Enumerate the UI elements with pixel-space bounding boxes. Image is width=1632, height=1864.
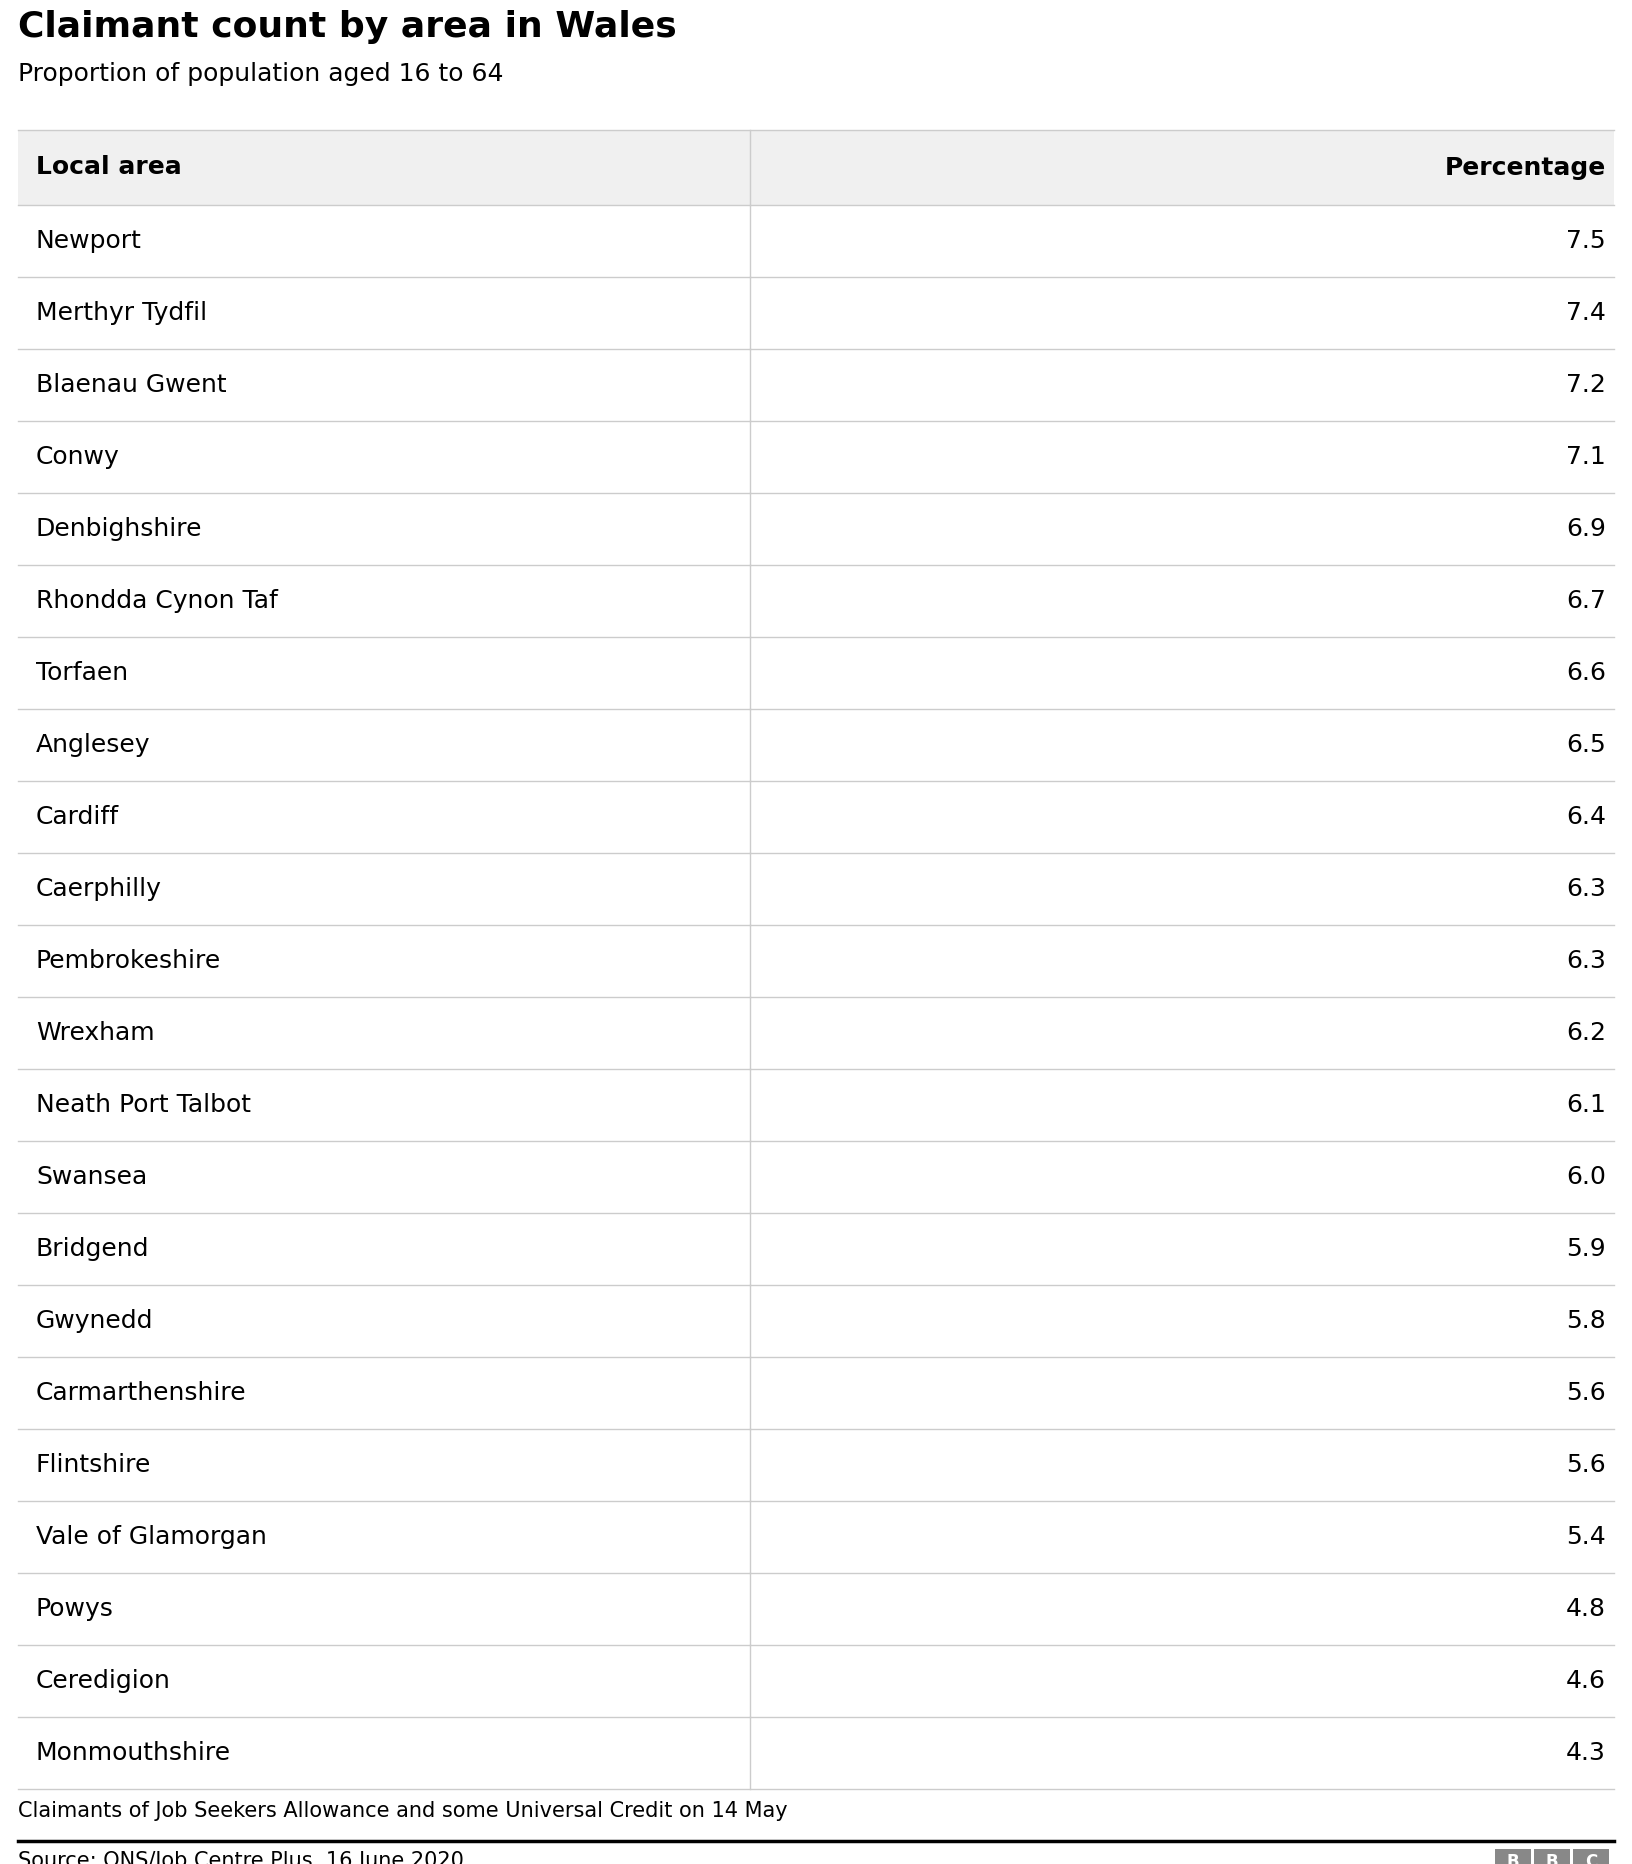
Text: Carmarthenshire: Carmarthenshire bbox=[36, 1381, 246, 1405]
Text: 7.1: 7.1 bbox=[1567, 445, 1606, 470]
Bar bbox=[1534, 1849, 1570, 1864]
Text: Neath Port Talbot: Neath Port Talbot bbox=[36, 1092, 251, 1117]
Text: 6.7: 6.7 bbox=[1567, 589, 1606, 613]
Text: Proportion of population aged 16 to 64: Proportion of population aged 16 to 64 bbox=[18, 62, 504, 86]
Text: Blaenau Gwent: Blaenau Gwent bbox=[36, 373, 227, 397]
Text: Claimants of Job Seekers Allowance and some Universal Credit on 14 May: Claimants of Job Seekers Allowance and s… bbox=[18, 1801, 788, 1821]
Text: Rhondda Cynon Taf: Rhondda Cynon Taf bbox=[36, 589, 277, 613]
Text: Anglesey: Anglesey bbox=[36, 733, 150, 757]
Text: 6.2: 6.2 bbox=[1567, 1021, 1606, 1046]
Text: 4.3: 4.3 bbox=[1567, 1741, 1606, 1765]
Text: 6.3: 6.3 bbox=[1567, 949, 1606, 973]
Text: Monmouthshire: Monmouthshire bbox=[36, 1741, 232, 1765]
Text: 5.6: 5.6 bbox=[1567, 1381, 1606, 1405]
Text: 5.6: 5.6 bbox=[1567, 1454, 1606, 1476]
Text: Merthyr Tydfil: Merthyr Tydfil bbox=[36, 300, 207, 324]
Text: 5.9: 5.9 bbox=[1567, 1238, 1606, 1262]
Text: Cardiff: Cardiff bbox=[36, 805, 119, 829]
Bar bbox=[1495, 1849, 1531, 1864]
Text: Vale of Glamorgan: Vale of Glamorgan bbox=[36, 1525, 268, 1549]
Text: 6.3: 6.3 bbox=[1567, 876, 1606, 900]
Text: Wrexham: Wrexham bbox=[36, 1021, 155, 1046]
Text: 6.6: 6.6 bbox=[1567, 662, 1606, 684]
Text: B: B bbox=[1546, 1853, 1559, 1864]
Text: Torfaen: Torfaen bbox=[36, 662, 129, 684]
Text: 6.1: 6.1 bbox=[1567, 1092, 1606, 1117]
Text: Caerphilly: Caerphilly bbox=[36, 876, 162, 900]
Text: Flintshire: Flintshire bbox=[36, 1454, 152, 1476]
Text: 6.4: 6.4 bbox=[1567, 805, 1606, 829]
Text: Gwynedd: Gwynedd bbox=[36, 1309, 153, 1333]
Text: C: C bbox=[1585, 1853, 1598, 1864]
Bar bbox=[18, 130, 1614, 205]
Text: Denbighshire: Denbighshire bbox=[36, 516, 202, 541]
Text: B: B bbox=[1506, 1853, 1519, 1864]
Text: 7.2: 7.2 bbox=[1567, 373, 1606, 397]
Text: Local area: Local area bbox=[36, 155, 181, 179]
Text: Bridgend: Bridgend bbox=[36, 1238, 150, 1262]
Text: Percentage: Percentage bbox=[1444, 155, 1606, 179]
Text: 4.8: 4.8 bbox=[1567, 1597, 1606, 1622]
Text: 6.0: 6.0 bbox=[1567, 1165, 1606, 1189]
Text: 5.8: 5.8 bbox=[1567, 1309, 1606, 1333]
Text: Ceredigion: Ceredigion bbox=[36, 1668, 171, 1693]
Text: 7.5: 7.5 bbox=[1567, 229, 1606, 254]
Text: Newport: Newport bbox=[36, 229, 142, 254]
Text: Conwy: Conwy bbox=[36, 445, 119, 470]
Bar bbox=[1573, 1849, 1609, 1864]
Text: Pembrokeshire: Pembrokeshire bbox=[36, 949, 222, 973]
Text: 6.9: 6.9 bbox=[1567, 516, 1606, 541]
Text: Source: ONS/Job Centre Plus, 16 June 2020: Source: ONS/Job Centre Plus, 16 June 202… bbox=[18, 1851, 463, 1864]
Text: Claimant count by area in Wales: Claimant count by area in Wales bbox=[18, 9, 677, 45]
Text: 5.4: 5.4 bbox=[1567, 1525, 1606, 1549]
Text: 4.6: 4.6 bbox=[1567, 1668, 1606, 1693]
Text: 7.4: 7.4 bbox=[1567, 300, 1606, 324]
Text: 6.5: 6.5 bbox=[1567, 733, 1606, 757]
Text: Powys: Powys bbox=[36, 1597, 114, 1622]
Text: Swansea: Swansea bbox=[36, 1165, 147, 1189]
